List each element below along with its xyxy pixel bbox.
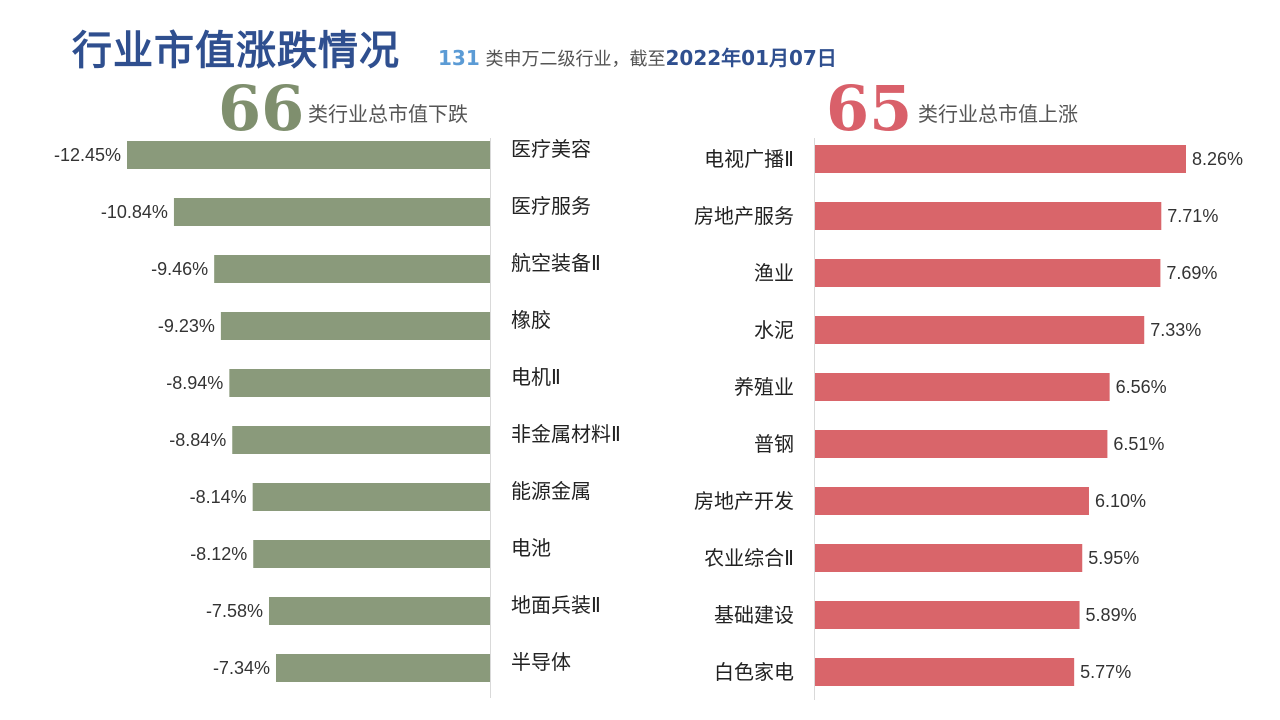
up-category-label: 房地产服务 [694, 204, 794, 228]
down-label: 类行业总市值下跌 [308, 102, 468, 126]
up-category-label: 白色家电 [714, 660, 794, 684]
subtitle-text: 类申万二级行业，截至 [485, 49, 666, 70]
up-value-label: 6.51% [1113, 434, 1164, 454]
up-axis-line [814, 138, 815, 700]
up-value-label: 7.69% [1166, 263, 1217, 283]
down-category-label: 电机Ⅱ [511, 365, 561, 389]
down-category-label: 地面兵装Ⅱ [511, 593, 601, 617]
down-category-label: 电池 [511, 536, 551, 560]
up-bar [815, 487, 1089, 515]
up-category-label: 农业综合Ⅱ [704, 546, 794, 570]
down-category-label: 半导体 [511, 650, 571, 674]
up-value-label: 8.26% [1192, 149, 1243, 169]
up-bar [815, 373, 1110, 401]
down-value-label: -9.23% [158, 316, 215, 336]
up-label: 类行业总市值上涨 [918, 102, 1078, 126]
up-bar [815, 658, 1075, 686]
up-category-label: 基础建设 [714, 603, 794, 627]
up-bar [815, 601, 1080, 629]
down-category-label: 医疗美容 [511, 137, 591, 161]
down-category-label: 医疗服务 [511, 194, 591, 218]
down-bar [252, 483, 490, 511]
down-bar [214, 255, 490, 283]
up-count: 65 [826, 72, 913, 145]
up-bar [815, 430, 1108, 458]
up-category-label: 养殖业 [734, 375, 794, 399]
down-bar [220, 312, 490, 340]
up-category-label: 水泥 [754, 318, 794, 342]
up-category-label: 电视广播Ⅱ [704, 147, 794, 171]
down-value-label: -12.45% [54, 145, 121, 165]
down-value-label: -9.46% [151, 259, 208, 279]
down-value-label: -7.34% [213, 658, 270, 678]
down-bar [229, 369, 490, 397]
down-category-label: 橡胶 [511, 308, 551, 332]
down-bar [268, 597, 490, 625]
page-title: 行业市值涨跌情况 [72, 28, 400, 74]
down-value-label: -8.84% [169, 430, 226, 450]
down-category-label: 航空装备Ⅱ [511, 251, 601, 275]
up-value-label: 6.10% [1095, 491, 1146, 511]
down-value-label: -7.58% [206, 601, 263, 621]
down-value-label: -8.94% [166, 373, 223, 393]
down-bar [275, 654, 490, 682]
up-category-label: 渔业 [754, 261, 794, 285]
up-bar [815, 202, 1162, 230]
up-value-label: 7.33% [1150, 320, 1201, 340]
up-category-label: 房地产开发 [694, 489, 794, 513]
up-value-label: 7.71% [1167, 206, 1218, 226]
up-bar [815, 316, 1145, 344]
down-bar [173, 198, 490, 226]
up-category-label: 普钢 [754, 432, 794, 456]
up-bar [815, 145, 1186, 173]
up-value-label: 5.95% [1088, 548, 1139, 568]
up-bar [815, 259, 1161, 287]
down-value-label: -8.14% [190, 487, 247, 507]
down-category-label: 非金属材料Ⅱ [511, 422, 621, 446]
up-value-label: 5.89% [1086, 605, 1137, 625]
down-bar [232, 426, 490, 454]
subtitle-date: 2022年01月07日 [665, 46, 837, 70]
down-axis-line [490, 138, 491, 698]
down-count: 66 [218, 72, 305, 145]
page-subtitle: 131 类申万二级行业，截至2022年01月07日 [438, 42, 837, 71]
down-bar [127, 141, 490, 169]
up-value-label: 5.77% [1080, 662, 1131, 682]
subtitle-count: 131 [438, 46, 480, 70]
down-value-label: -8.12% [190, 544, 247, 564]
down-bar [253, 540, 490, 568]
down-value-label: -10.84% [101, 202, 168, 222]
down-category-label: 能源金属 [511, 479, 591, 503]
up-bar [815, 544, 1083, 572]
up-value-label: 6.56% [1116, 377, 1167, 397]
